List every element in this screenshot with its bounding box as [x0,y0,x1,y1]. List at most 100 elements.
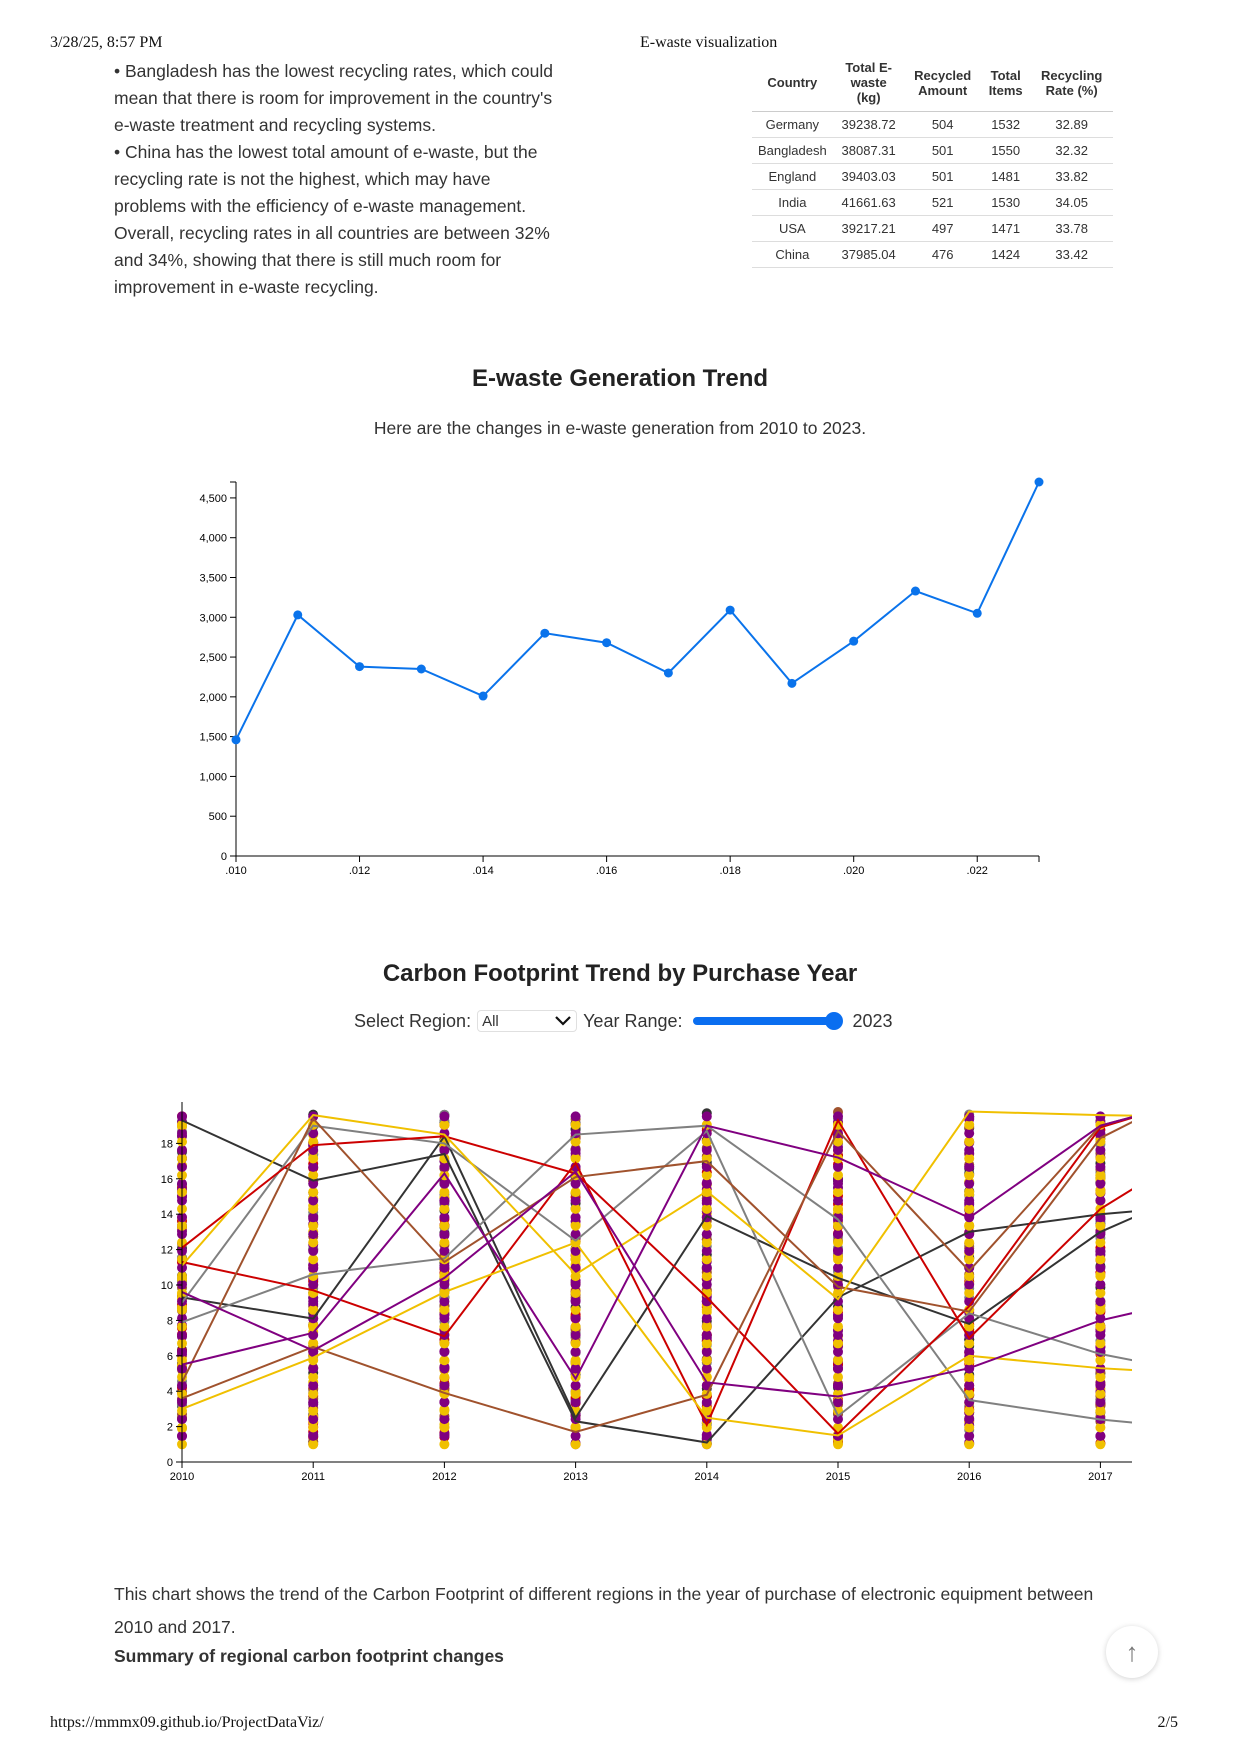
scatter-point [701,1330,712,1341]
header-recycling-rate: Recycling Rate (%) [1030,58,1113,112]
scatter-point [964,1203,975,1214]
table-cell: 1424 [980,241,1031,268]
series-line [181,1170,1132,1398]
region-select[interactable]: All [477,1010,578,1032]
x-tick-label: .016 [596,865,617,877]
y-tick-label: 2 [167,1422,173,1434]
x-tick-label: 2011 [301,1471,325,1480]
scatter-point [570,1321,581,1332]
y-tick-label: 10 [161,1280,173,1292]
scatter-point [570,1145,581,1156]
scatter-point [570,1220,581,1231]
scatter-point [1095,1330,1106,1341]
table-cell: England [752,163,833,190]
scatter-point [439,1111,450,1122]
table-cell: 37985.04 [832,241,905,268]
year-range-slider[interactable] [692,1011,843,1031]
scatter-point [570,1153,581,1164]
table-cell: 501 [904,163,981,190]
table-cell: 41661.63 [832,189,905,216]
scatter-point [439,1380,450,1391]
scatter-point [570,1388,581,1399]
scatter-point [308,1439,319,1450]
y-tick-label: 2,000 [199,692,227,704]
scatter-point [439,1405,450,1416]
scatter-point [1095,1321,1106,1332]
scatter-point [439,1245,450,1256]
scatter-point [439,1338,450,1349]
scatter-point [1095,1170,1106,1181]
scatter-point [1095,1136,1106,1147]
scatter-point [570,1439,581,1450]
scatter-point [701,1145,712,1156]
scatter-point [701,1237,712,1248]
table-row: Germany 39238.72 504 1532 32.89 [752,111,1113,138]
x-tick-label: .022 [967,865,988,877]
scatter-point [308,1380,319,1391]
intro-paragraph-2: • China has the lowest total amount of e… [114,142,550,297]
scatter-point [833,1355,843,1366]
y-tick-label: 500 [209,811,227,823]
scatter-point [1095,1372,1106,1383]
print-url: https://mmmx09.github.io/ProjectDataViz/ [50,1714,324,1731]
scatter-point [1095,1254,1106,1265]
scatter-point [701,1338,712,1349]
scatter-point [964,1422,975,1433]
scatter-point [701,1355,712,1366]
table-cell: 34.05 [1030,189,1113,216]
data-point [910,586,920,596]
scatter-point [964,1372,975,1383]
scatter-point [570,1430,581,1441]
scatter-point [570,1380,581,1391]
scatter-point [570,1111,581,1122]
table-header-row: Country Total E-waste (kg) Recycled Amou… [752,58,1113,112]
scatter-point [439,1212,450,1223]
scatter-point [1095,1422,1106,1433]
series-line [181,1241,1132,1437]
scatter-point [1095,1153,1106,1164]
scatter-point [570,1229,581,1240]
data-point [416,664,426,674]
scatter-point [833,1195,843,1206]
scatter-point [964,1220,975,1231]
scatter-point [833,1439,843,1450]
data-point [540,628,550,638]
scatter-point [701,1111,712,1122]
table-row: China 37985.04 476 1424 33.42 [752,241,1113,268]
scatter-point [308,1422,319,1433]
scatter-point [439,1363,450,1374]
scroll-top-button[interactable]: ↑ [1106,1626,1158,1678]
x-tick-label: .012 [349,865,370,877]
trend-subtitle: Here are the changes in e-waste generati… [373,418,867,438]
scatter-point [439,1414,450,1425]
scatter-point [439,1161,450,1172]
table-cell: 501 [904,137,981,164]
table-cell: 33.42 [1030,241,1113,268]
scatter-point [308,1161,319,1172]
trend-heading: E-waste Generation Trend [471,365,769,392]
table-cell: 1481 [980,163,1031,190]
scatter-point [570,1195,581,1206]
scatter-point [308,1430,319,1441]
table-cell: 521 [904,189,981,216]
series-line [181,1134,1132,1420]
x-tick-label: 2012 [432,1471,456,1480]
slider-track [692,1017,841,1025]
scatter-point [701,1220,712,1231]
scatter-point [1095,1405,1106,1416]
scatter-point [439,1397,450,1408]
slider-thumb[interactable] [824,1012,843,1030]
scatter-point [308,1414,319,1425]
scatter-point [439,1304,450,1315]
scatter-point [439,1439,450,1450]
scatter-point [964,1119,975,1130]
scatter-point [439,1346,450,1357]
scatter-point [964,1245,975,1256]
scatter-point [964,1346,975,1357]
scatter-point [833,1304,843,1315]
data-point [602,638,612,648]
scatter-point [439,1321,450,1332]
data-point [478,691,488,701]
scatter-point [964,1187,975,1198]
y-tick-label: 4 [167,1386,173,1398]
